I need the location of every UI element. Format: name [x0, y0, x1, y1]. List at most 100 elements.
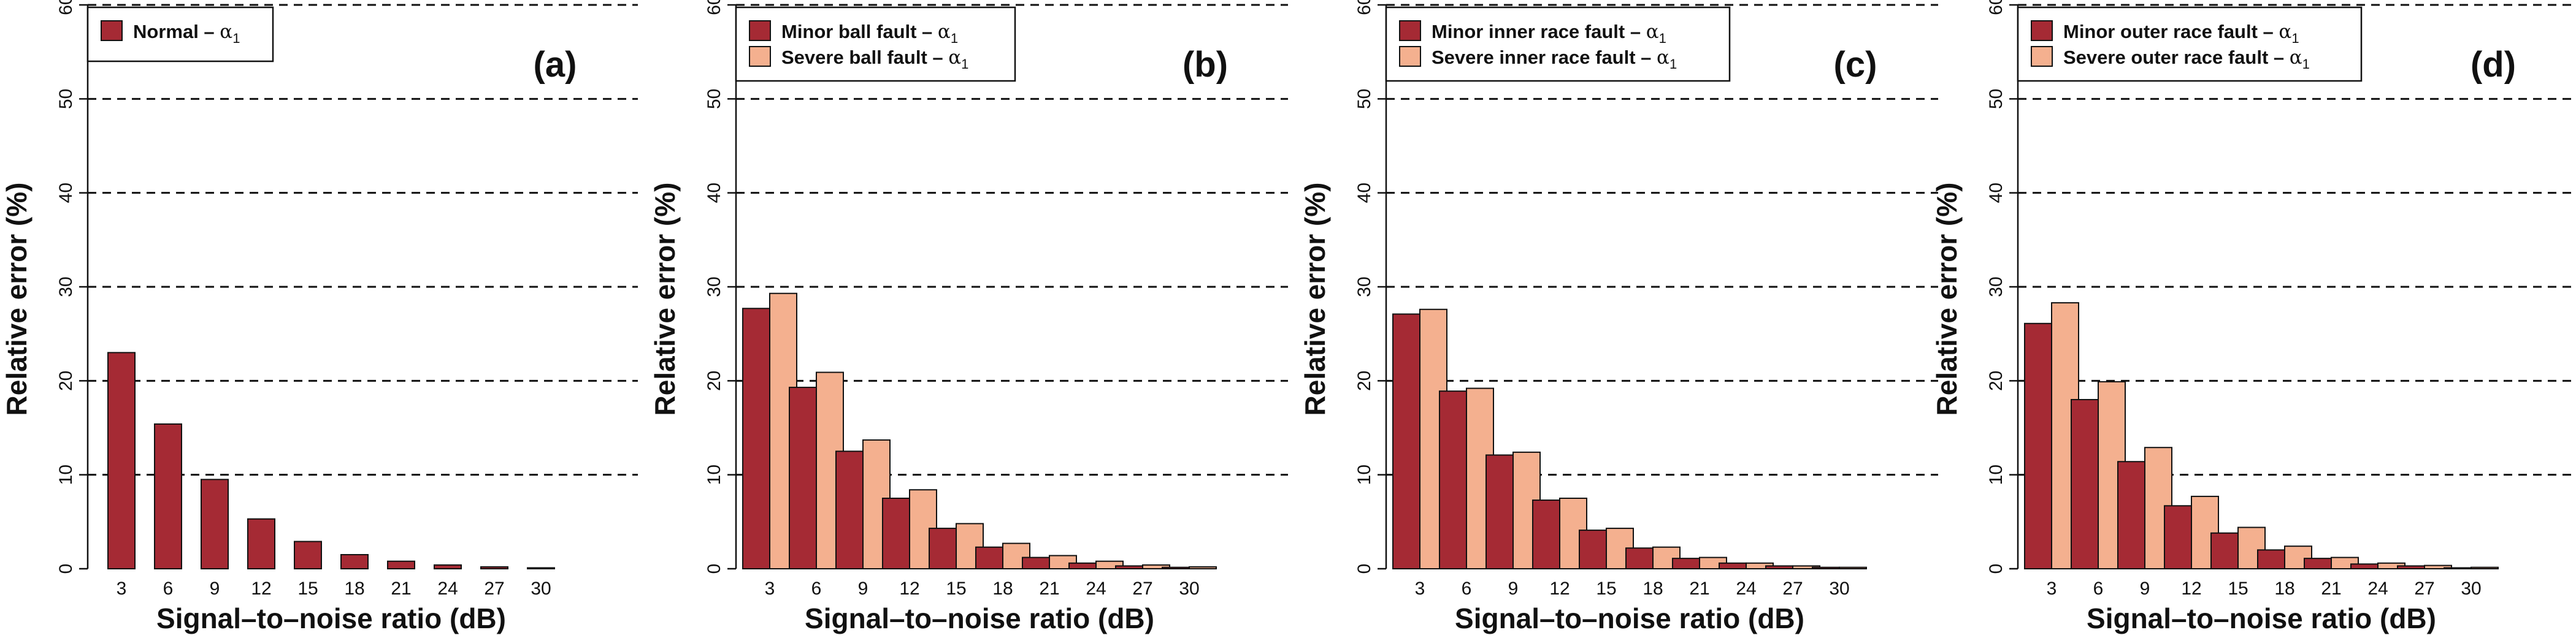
- bar-minor: [1579, 530, 1607, 570]
- x-tick-label: 6: [163, 579, 174, 599]
- legend-series-name: Minor inner race fault –: [1432, 21, 1646, 42]
- legend-alpha-symbol: α: [1657, 47, 1669, 69]
- legend-alpha-symbol: α: [948, 47, 961, 69]
- bar-minor: [929, 528, 957, 569]
- bar-normal: [247, 518, 275, 570]
- x-tick-label: 21: [391, 579, 411, 599]
- y-tick-label: 40: [1986, 183, 2006, 203]
- y-tick-label: 40: [56, 183, 76, 203]
- y-tick-label: 10: [1354, 465, 1374, 485]
- bar-minor: [2024, 322, 2052, 569]
- x-tick-label: 24: [437, 579, 458, 599]
- legend-label: Severe inner race fault – α1: [1432, 47, 1677, 72]
- x-tick-label: 24: [1736, 579, 1756, 599]
- bar-minor: [1439, 390, 1467, 569]
- legend-series-name: Minor outer race fault –: [2063, 21, 2279, 42]
- legend-swatch: [1399, 20, 1421, 41]
- x-tick-label: 15: [1596, 579, 1616, 599]
- x-tick-label: 30: [1179, 579, 1199, 599]
- chart-panel-c: 0 10 20 30 40 50 60 Relative error (%) 3 6 9 12 15 18…: [1299, 0, 1938, 634]
- bar-minor: [1625, 547, 1654, 569]
- bar-minor: [1162, 566, 1190, 570]
- legend-series-name: Severe ball fault –: [781, 47, 948, 68]
- legend-swatch: [101, 20, 123, 41]
- panel-label: (c): [1834, 45, 1877, 85]
- bar-minor: [2397, 565, 2425, 570]
- x-tick-label: 6: [1462, 579, 1472, 599]
- bar-minor: [2117, 461, 2145, 570]
- y-tick-label: 40: [1354, 183, 1374, 203]
- y-tick-label: 60: [1986, 0, 2006, 15]
- x-tick-label: 21: [1039, 579, 1059, 599]
- bar-minor: [1485, 454, 1514, 570]
- y-tick-label: 50: [1354, 89, 1374, 109]
- x-tick-label: 12: [251, 579, 271, 599]
- legend-swatch: [2031, 20, 2053, 41]
- y-axis-title: Relative error (%): [1, 183, 33, 416]
- legend-subscript: 1: [961, 56, 968, 72]
- y-tick-label: 60: [1354, 0, 1374, 15]
- bar-minor: [2210, 532, 2239, 570]
- bar-minor: [1022, 556, 1050, 569]
- x-tick-label: 24: [1086, 579, 1106, 599]
- bar-normal: [434, 564, 462, 569]
- y-tick-label: 30: [1986, 276, 2006, 297]
- x-axis-title: Signal–to–noise ratio (dB): [2087, 602, 2436, 634]
- bar-minor: [1812, 566, 1840, 570]
- x-tick-label: 9: [858, 579, 868, 599]
- y-tick-label: 10: [56, 465, 76, 485]
- bar-normal: [201, 479, 229, 569]
- x-tick-label: 27: [2414, 579, 2434, 599]
- legend-alpha-symbol: α: [2279, 21, 2291, 43]
- bar-minor: [1068, 562, 1097, 569]
- bar-severe: [1839, 566, 1867, 570]
- x-axis-title: Signal–to–noise ratio (dB): [1455, 602, 1804, 634]
- bar-minor: [835, 450, 864, 569]
- bar-normal: [154, 423, 182, 569]
- legend-label: Normal – α1: [133, 21, 240, 46]
- legend-alpha-symbol: α: [2290, 47, 2302, 69]
- x-tick-label: 21: [2321, 579, 2341, 599]
- y-tick-label: 50: [56, 89, 76, 109]
- legend-series-name: Normal –: [133, 21, 220, 42]
- y-tick-label: 60: [56, 0, 76, 15]
- x-tick-label: 27: [1782, 579, 1803, 599]
- legend-subscript: 1: [2291, 31, 2299, 46]
- legend: Normal – α1: [86, 6, 274, 63]
- y-tick-label: 40: [704, 183, 724, 203]
- x-tick-label: 27: [1132, 579, 1152, 599]
- legend-label: Severe outer race fault – α1: [2063, 47, 2310, 72]
- bar-minor: [1672, 558, 1700, 570]
- bar-minor: [1765, 565, 1793, 570]
- x-tick-label: 3: [765, 579, 775, 599]
- y-tick-label: 30: [704, 276, 724, 297]
- bar-normal: [527, 567, 555, 570]
- legend-subscript: 1: [1659, 31, 1666, 46]
- legend-swatch: [1399, 46, 1421, 67]
- bar-severe: [2471, 566, 2499, 570]
- legend-label: Minor outer race fault – α1: [2063, 21, 2299, 46]
- x-axis-title: Signal–to–noise ratio (dB): [156, 602, 506, 634]
- legend-series-name: Minor ball fault –: [781, 21, 938, 42]
- bar-normal: [294, 541, 322, 569]
- y-tick-label: 10: [1986, 465, 2006, 485]
- y-tick-label: 20: [56, 371, 76, 391]
- y-tick-label: 0: [56, 564, 76, 574]
- y-tick-label: 0: [1986, 564, 2006, 574]
- bar-minor: [2071, 399, 2099, 569]
- bar-minor: [2444, 567, 2472, 570]
- x-tick-label: 18: [2274, 579, 2294, 599]
- bar-minor: [975, 546, 1003, 570]
- x-tick-label: 18: [344, 579, 364, 599]
- x-tick-label: 30: [531, 579, 551, 599]
- y-tick-label: 50: [704, 89, 724, 109]
- legend-box: [1385, 6, 1731, 82]
- y-tick-label: 30: [56, 276, 76, 297]
- legend-subscript: 1: [951, 31, 958, 46]
- y-axis-title: Relative error (%): [649, 183, 681, 416]
- x-tick-label: 30: [1829, 579, 1849, 599]
- y-tick-label: 60: [704, 0, 724, 15]
- panel-label: (b): [1183, 45, 1228, 85]
